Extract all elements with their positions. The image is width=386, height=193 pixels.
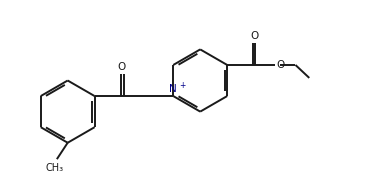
Text: N: N	[169, 84, 177, 94]
Text: O: O	[117, 62, 125, 72]
Text: +: +	[179, 81, 186, 90]
Text: O: O	[250, 31, 258, 41]
Text: CH₃: CH₃	[46, 163, 64, 173]
Text: O: O	[276, 60, 285, 70]
